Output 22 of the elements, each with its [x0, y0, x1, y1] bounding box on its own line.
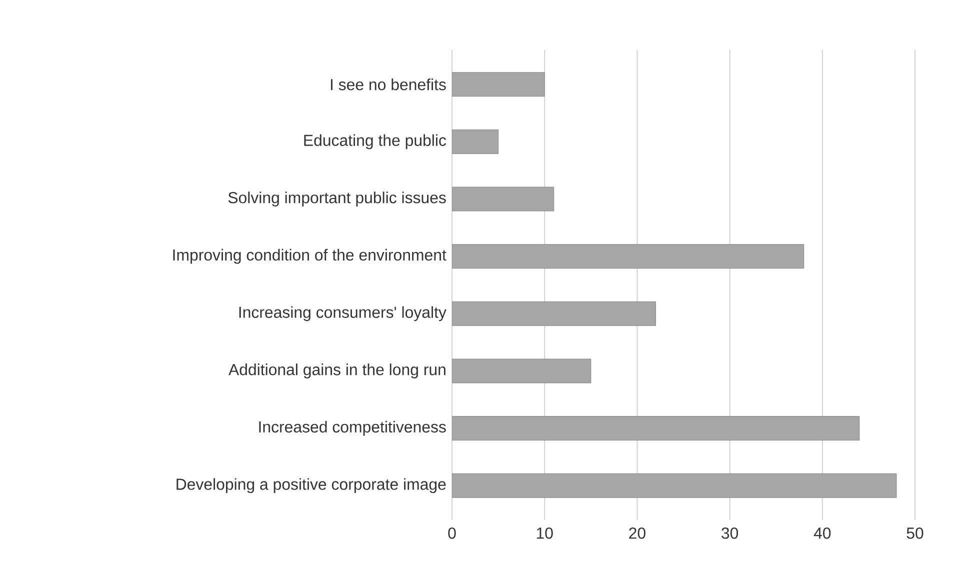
bar — [452, 130, 498, 154]
x-tick-label: 40 — [814, 528, 831, 539]
x-tick-label: 30 — [722, 528, 738, 539]
y-tick-label: Additional gains in the long run — [228, 364, 446, 378]
bar — [452, 416, 860, 440]
bar — [452, 244, 804, 269]
bar — [452, 72, 545, 97]
y-tick-label: I see no benefits — [330, 78, 446, 90]
y-tick-label: Educating the public — [304, 134, 446, 150]
x-tick-label: 0 — [448, 528, 456, 539]
y-tick-label: Increasing consumers' loyalty — [239, 306, 446, 322]
bar — [452, 358, 592, 384]
y-tick-label: Improving condition of the environment — [173, 248, 446, 264]
bar — [452, 473, 897, 498]
x-tick-label: 20 — [629, 528, 646, 539]
y-tick-label: Developing a positive corporate image — [176, 478, 446, 494]
bar — [452, 301, 656, 326]
y-tick-label: Increased competitiveness — [259, 420, 446, 436]
x-tick-label: 10 — [536, 528, 553, 539]
bar — [452, 186, 554, 212]
y-tick-label: Solving important public issues — [228, 192, 446, 206]
x-tick-label: 50 — [906, 528, 924, 539]
